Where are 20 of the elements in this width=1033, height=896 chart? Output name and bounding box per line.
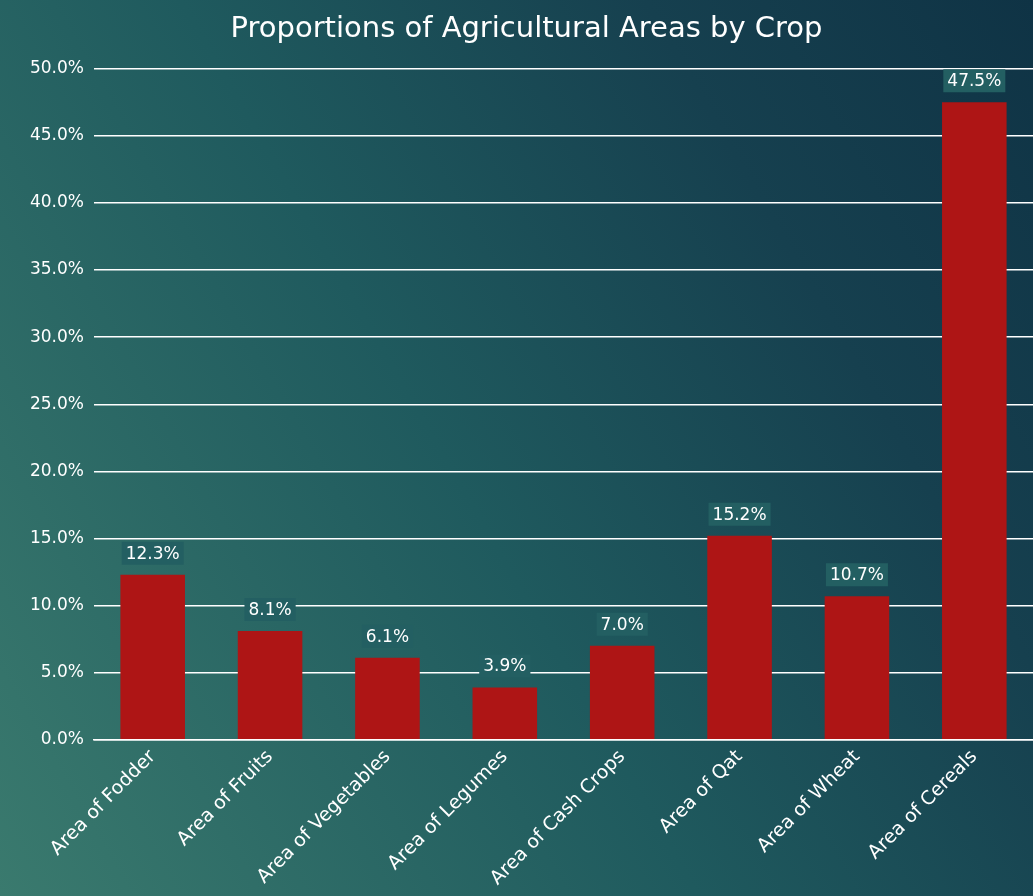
y-tick-label: 25.0% xyxy=(29,392,84,413)
data-label: 6.1% xyxy=(365,625,410,646)
y-tick-label: 45.0% xyxy=(29,124,84,145)
data-label: 10.7% xyxy=(829,564,884,585)
data-label: 8.1% xyxy=(248,598,292,619)
data-label: 12.3% xyxy=(125,542,180,563)
y-tick-label: 15.0% xyxy=(29,526,84,547)
y-tick-label: 35.0% xyxy=(29,258,84,279)
y-tick-label: 40.0% xyxy=(29,191,84,212)
y-tick-label: 20.0% xyxy=(29,459,84,480)
y-tick-label: 30.0% xyxy=(29,325,84,346)
y-tick-label: 50.0% xyxy=(29,57,84,78)
data-label: 3.9% xyxy=(483,655,527,676)
chart-title: Proportions of Agricultural Areas by Crop xyxy=(230,9,823,44)
y-tick-label: 5.0% xyxy=(40,661,84,682)
data-label: 15.2% xyxy=(712,503,767,524)
data-label: 7.0% xyxy=(600,613,644,634)
y-tick-label: 0.0% xyxy=(40,728,84,749)
y-tick-label: 10.0% xyxy=(29,593,84,614)
data-label: 47.5% xyxy=(947,70,1002,91)
